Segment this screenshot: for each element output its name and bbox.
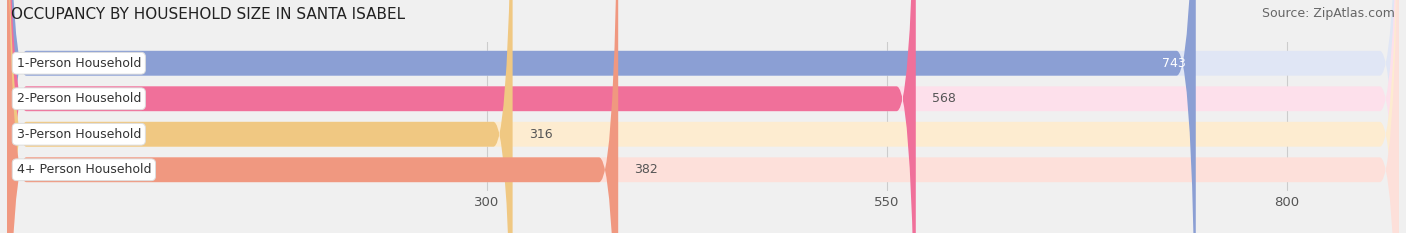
FancyBboxPatch shape (7, 0, 513, 233)
Text: 2-Person Household: 2-Person Household (17, 92, 141, 105)
Text: OCCUPANCY BY HOUSEHOLD SIZE IN SANTA ISABEL: OCCUPANCY BY HOUSEHOLD SIZE IN SANTA ISA… (11, 7, 405, 22)
Text: 4+ Person Household: 4+ Person Household (17, 163, 150, 176)
FancyBboxPatch shape (7, 0, 1399, 233)
FancyBboxPatch shape (7, 0, 915, 233)
FancyBboxPatch shape (7, 0, 1195, 233)
Text: 382: 382 (634, 163, 658, 176)
Text: 568: 568 (932, 92, 956, 105)
Text: 316: 316 (529, 128, 553, 141)
Text: 3-Person Household: 3-Person Household (17, 128, 141, 141)
Text: Source: ZipAtlas.com: Source: ZipAtlas.com (1261, 7, 1395, 20)
Text: 743: 743 (1163, 57, 1187, 70)
FancyBboxPatch shape (7, 0, 1399, 233)
FancyBboxPatch shape (7, 0, 619, 233)
FancyBboxPatch shape (7, 0, 1399, 233)
Text: 1-Person Household: 1-Person Household (17, 57, 141, 70)
FancyBboxPatch shape (7, 0, 1399, 233)
